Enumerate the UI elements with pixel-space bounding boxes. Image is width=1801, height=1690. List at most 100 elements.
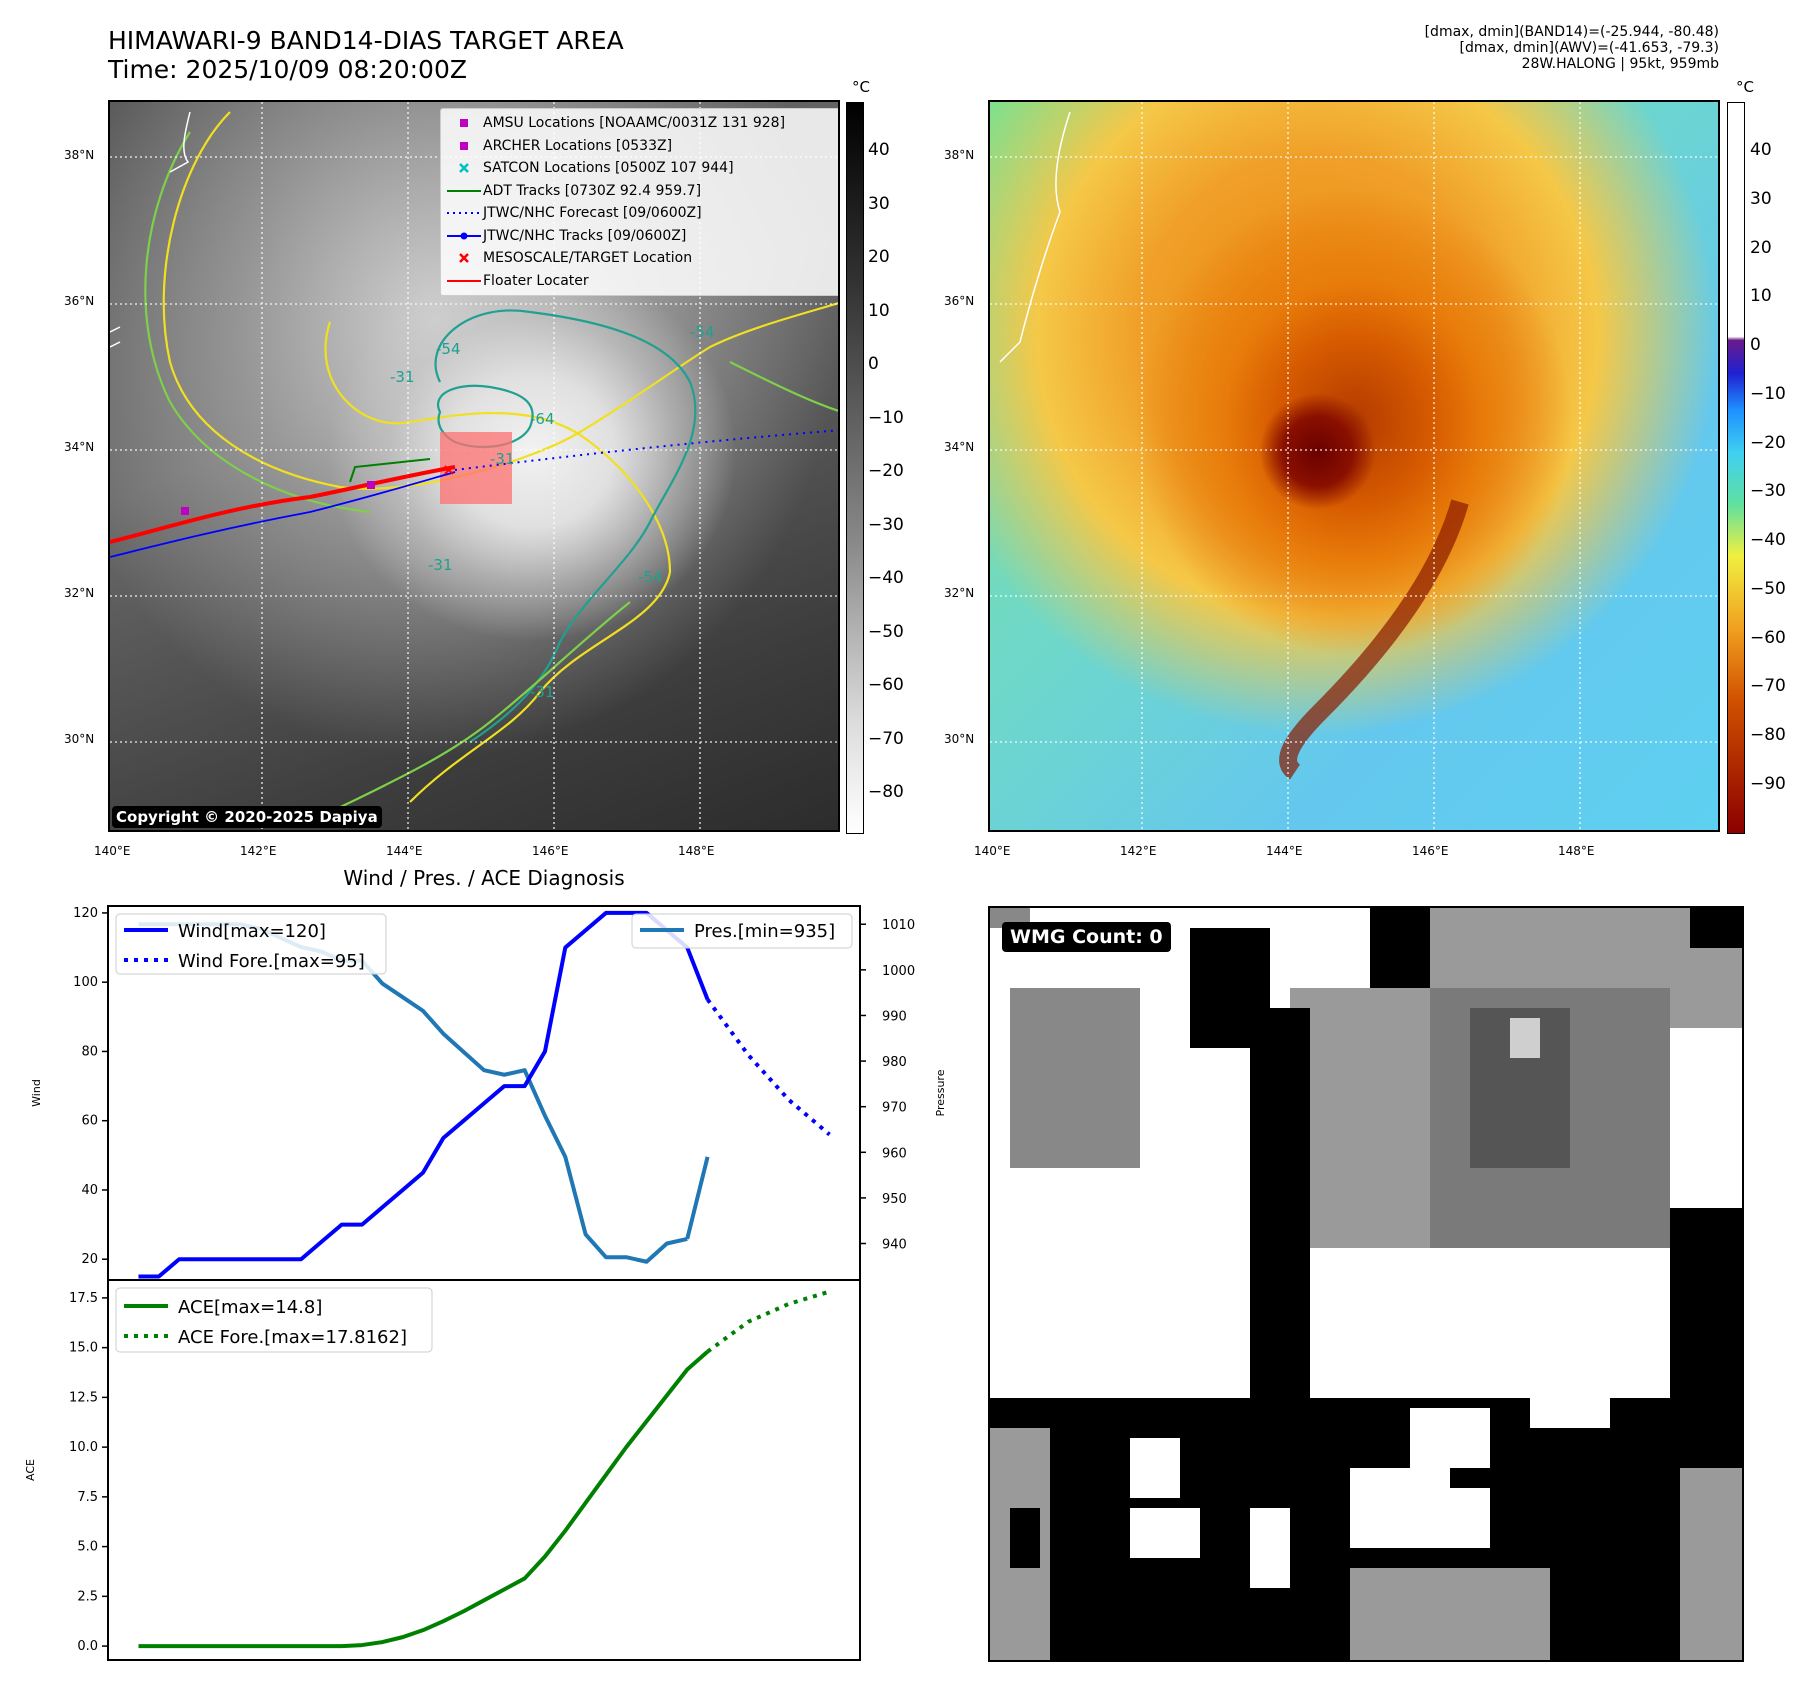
colorbar-unit: °C — [852, 78, 870, 96]
legend-item-archer: ARCHER Locations [0533Z] — [445, 135, 838, 158]
color-tick: −90 — [1750, 774, 1786, 794]
pressure-series-tail — [685, 1156, 710, 1240]
y-tick-label: 40 — [81, 1183, 98, 1198]
gray-colorbar — [846, 102, 864, 834]
lon-label: 146°E — [1412, 844, 1449, 858]
legend-item-satcon: SATCON Locations [0500Z 107 944] — [445, 157, 838, 180]
jtwc-forecast-track — [454, 429, 838, 471]
lat-label: 34°N — [944, 440, 975, 454]
y2-tick-label: 940 — [882, 1238, 907, 1253]
y-tick-label: 12.5 — [69, 1390, 98, 1405]
y-tick-label: 120 — [73, 906, 98, 921]
y-axis-label: ACE — [24, 1459, 37, 1481]
contour-label: -31 — [428, 556, 453, 574]
color-tick: −70 — [1750, 676, 1786, 697]
lon-label: 142°E — [1120, 844, 1157, 858]
x-marker-icon — [459, 163, 469, 174]
legend-label: MESOSCALE/TARGET Location — [483, 250, 693, 267]
gray-tick: 20 — [868, 247, 890, 267]
ace-legend-label: ACE[max=14.8] — [178, 1297, 322, 1318]
y2-tick-label: 990 — [882, 1009, 907, 1024]
color-tick: 30 — [1750, 188, 1772, 209]
lat-label: 36°N — [944, 294, 975, 308]
mesoscale-target-marker: × — [442, 460, 455, 479]
legend-item-jtwc-tracks: JTWC/NHC Tracks [09/0600Z] — [445, 225, 838, 248]
contour-label: -31 — [530, 683, 555, 701]
y-tick-label: 5.0 — [77, 1540, 98, 1555]
y2-tick-label: 970 — [882, 1101, 907, 1116]
square-marker-icon — [460, 141, 468, 150]
y-tick-label: 2.5 — [77, 1589, 98, 1604]
legend-item-mesoscale: MESOSCALE/TARGET Location — [445, 247, 838, 270]
square-marker-icon — [460, 119, 468, 128]
gray-tick: −60 — [868, 675, 904, 695]
info-line-3: 28W.HALONG | 95kt, 959mb — [1521, 56, 1719, 72]
color-tick: −40 — [1750, 530, 1786, 551]
pressure-series — [138, 922, 688, 1264]
pres-legend-label: Pres.[min=935] — [694, 921, 835, 942]
awv-map-panel — [988, 100, 1720, 832]
info-line-1: [dmax, dmin](BAND14)=(-25.944, -80.48) — [1424, 24, 1719, 40]
coastline — [999, 111, 1071, 363]
title-line-1: HIMAWARI-9 BAND14-DIAS TARGET AREA — [108, 26, 624, 55]
wind-series — [138, 910, 710, 1279]
gray-tick: −80 — [868, 782, 904, 802]
band14-map-panel: × -54 -31 -54 -64 -31 -54 -31 -31 AMSU L… — [108, 100, 840, 832]
y-tick-label: 7.5 — [77, 1490, 98, 1505]
colorbar-unit: °C — [1736, 78, 1754, 96]
lon-label: 148°E — [678, 844, 715, 858]
y-tick-label: 80 — [81, 1044, 98, 1059]
contour-teal-1 — [434, 309, 697, 743]
legend-item-adt: ADT Tracks [0730Z 92.4 959.7] — [445, 180, 838, 203]
gray-tick: −10 — [868, 407, 904, 428]
lon-label: 140°E — [94, 844, 131, 858]
contour-green-south — [309, 601, 631, 823]
legend-label: ADT Tracks [0730Z 92.4 959.7] — [483, 182, 702, 199]
wmg-panel: WMG Count: 0 — [988, 906, 1744, 1662]
line-dot-icon — [447, 232, 481, 240]
contour-green-east — [729, 361, 838, 412]
title-line-2: Time: 2025/10/09 08:20:00Z — [108, 55, 467, 84]
gray-tick: −70 — [868, 728, 904, 749]
ace-fore-legend-label: ACE Fore.[max=17.8162] — [178, 1327, 407, 1348]
gray-tick: −40 — [868, 568, 904, 588]
wind-forecast-series — [705, 998, 831, 1137]
line-icon — [447, 189, 481, 192]
color-tick: −50 — [1750, 578, 1786, 599]
wind-fore-legend-label: Wind Fore.[max=95] — [178, 951, 365, 972]
awv-colorbar — [1727, 102, 1745, 834]
gray-tick: 40 — [868, 140, 890, 160]
line-icon — [447, 279, 481, 282]
gray-tick: −20 — [868, 461, 904, 481]
adt-track — [349, 458, 431, 483]
color-tick: 10 — [1750, 286, 1772, 307]
contour-label: -54 — [436, 340, 461, 358]
y-tick-label: 15.0 — [69, 1341, 98, 1356]
legend-item-amsu: AMSU Locations [NOAAMC/0031Z 131 928] — [445, 112, 838, 135]
y2-tick-label: 1000 — [882, 964, 915, 979]
wind-legend-label: Wind[max=120] — [178, 921, 326, 942]
contour-label: -31 — [390, 368, 415, 386]
y-tick-label: 60 — [81, 1114, 98, 1129]
awv-overlay — [990, 102, 1718, 830]
copyright-badge: Copyright © 2020-2025 Dapiya — [112, 806, 382, 828]
chart-title: Wind / Pres. / ACE Diagnosis — [343, 866, 625, 890]
y2-tick-label: 1010 — [882, 918, 915, 933]
contour-label: -31 — [490, 450, 515, 468]
legend-label: JTWC/NHC Forecast [09/0600Z] — [483, 205, 702, 222]
color-tick: −80 — [1750, 725, 1786, 746]
legend-label: ARCHER Locations [0533Z] — [483, 137, 673, 154]
gray-tick: 10 — [868, 300, 890, 321]
y2-tick-label: 950 — [882, 1192, 907, 1207]
jtwc-track — [110, 471, 456, 558]
lon-label: 148°E — [1558, 844, 1595, 858]
y-tick-label: 17.5 — [69, 1291, 98, 1306]
x-marker-icon — [459, 253, 469, 264]
lon-label: 144°E — [386, 844, 423, 858]
pres-legend-box — [631, 913, 853, 949]
legend-label: AMSU Locations [NOAAMC/0031Z 131 928] — [483, 115, 786, 132]
gray-tick: −50 — [868, 621, 904, 642]
wmg-count-badge: WMG Count: 0 — [1002, 922, 1171, 952]
ace-forecast-series — [706, 1289, 831, 1354]
legend-item-floater: Floater Locater — [445, 270, 838, 293]
